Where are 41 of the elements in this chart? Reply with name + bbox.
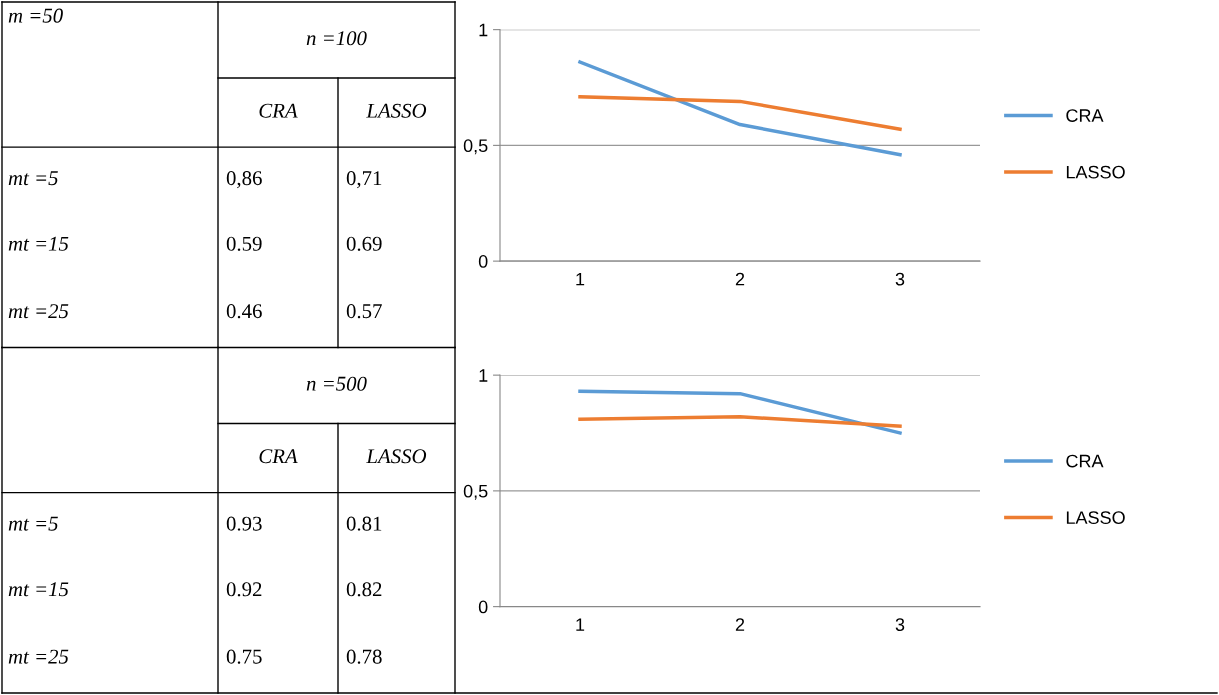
- text: 0.57: [346, 304, 382, 319]
- text: mt =5: [8, 516, 58, 531]
- x-tick-label: 3: [895, 618, 905, 631]
- text: 0.75: [226, 649, 262, 664]
- text: LASSO: [366, 103, 427, 118]
- text: 0.82: [346, 582, 382, 597]
- text: 0.59: [226, 236, 262, 251]
- x-tick-label: 3: [895, 272, 905, 286]
- text: mt =5: [8, 171, 58, 186]
- text: 0.92: [226, 582, 262, 597]
- x-tick-label: 1: [576, 272, 585, 286]
- text: 0,71: [346, 171, 382, 189]
- legend-label: CRA: [1066, 454, 1104, 468]
- text: 0.78: [346, 649, 382, 664]
- text: mt =15: [8, 236, 69, 251]
- legend-label: LASSO: [1066, 165, 1125, 179]
- text: 0.46: [226, 304, 262, 319]
- y-tick-label: 1: [479, 23, 488, 37]
- text: m =50: [8, 8, 63, 23]
- x-tick-label: 1: [576, 618, 585, 631]
- x-tick-label: 2: [735, 272, 745, 286]
- y-tick-label: 0,5: [463, 139, 488, 155]
- text: 0.69: [346, 236, 382, 251]
- legend-label: LASSO: [1066, 511, 1125, 525]
- text: 0.81: [346, 516, 382, 531]
- y-tick-label: 0: [478, 255, 488, 268]
- text: LASSO: [366, 449, 427, 464]
- text: 0,86: [226, 171, 262, 189]
- text: n =100: [306, 31, 367, 46]
- text: 0.93: [226, 516, 262, 531]
- y-tick-label: 0,5: [463, 484, 488, 500]
- text: n =500: [306, 376, 367, 391]
- y-tick-label: 1: [479, 369, 488, 382]
- text: CRA: [259, 449, 298, 464]
- legend-label: CRA: [1066, 109, 1104, 122]
- text: mt =15: [8, 582, 69, 597]
- text: CRA: [259, 103, 298, 118]
- x-tick-label: 2: [735, 618, 745, 631]
- y-tick-label: 0: [478, 600, 488, 614]
- text: mt =25: [8, 649, 69, 664]
- text: mt =25: [8, 304, 69, 319]
